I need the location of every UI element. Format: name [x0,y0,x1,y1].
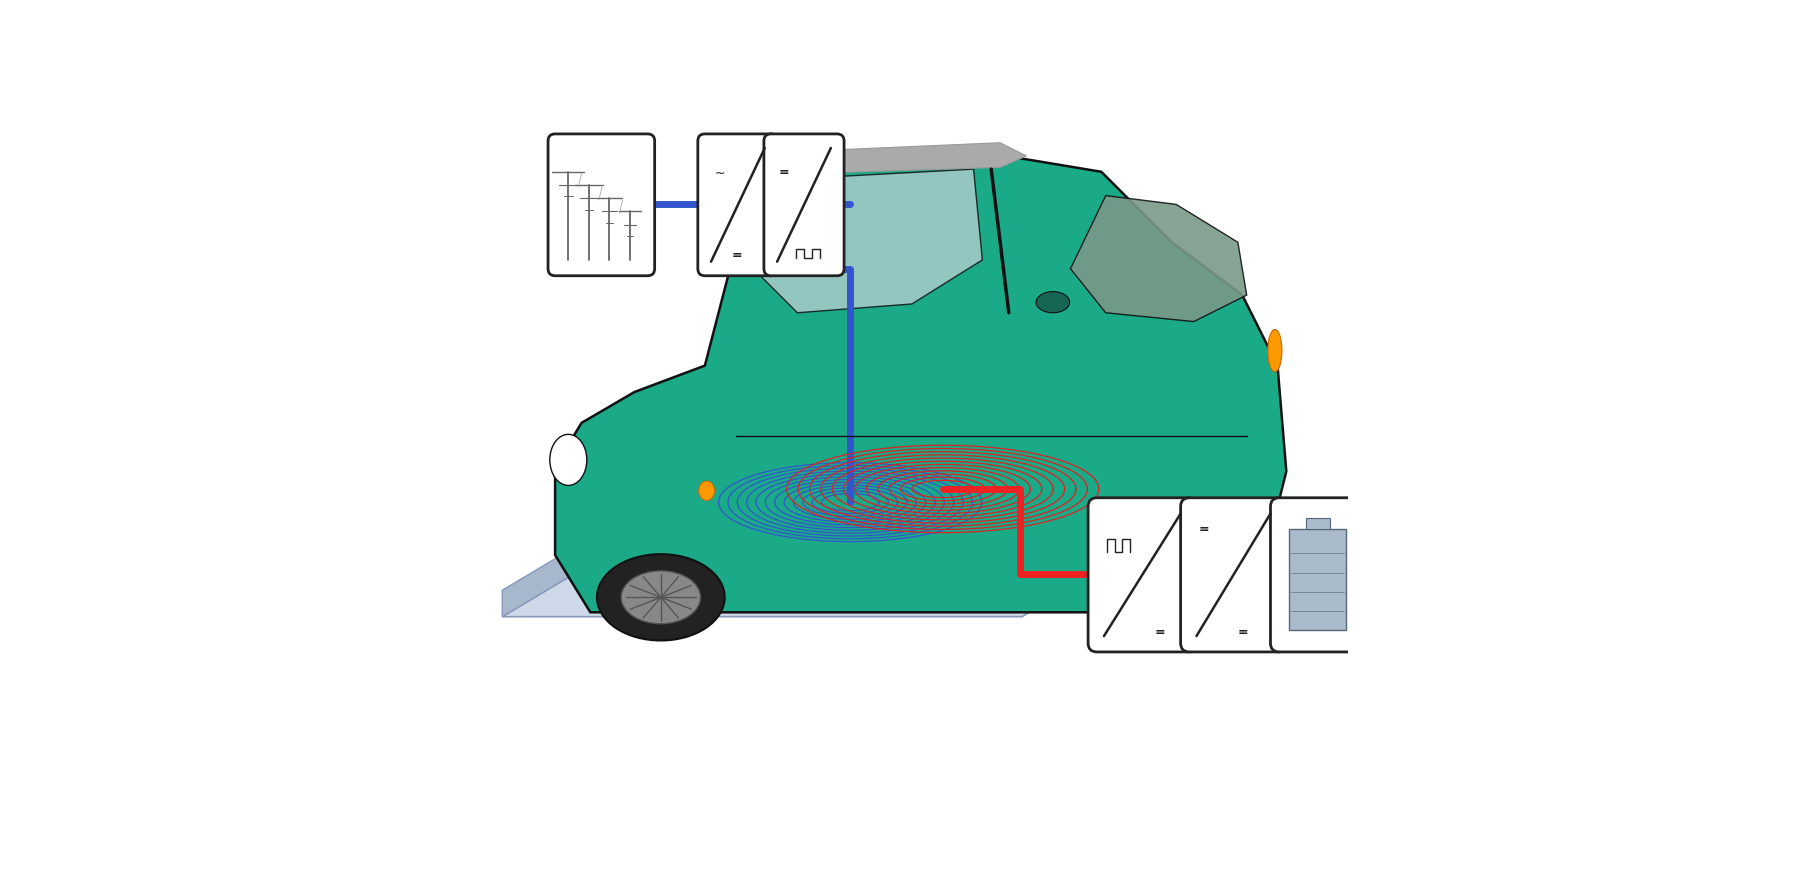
Ellipse shape [550,434,586,485]
FancyBboxPatch shape [1304,518,1330,529]
FancyBboxPatch shape [1179,498,1286,652]
Ellipse shape [1134,579,1141,583]
Polygon shape [502,454,731,617]
Text: =: = [778,167,789,179]
Text: $\sim$: $\sim$ [711,167,726,179]
FancyBboxPatch shape [764,134,844,276]
Text: =: = [1197,523,1208,536]
FancyBboxPatch shape [1288,529,1346,630]
Polygon shape [502,480,1250,617]
Polygon shape [1070,196,1246,322]
Ellipse shape [1156,574,1163,578]
Text: =: = [1154,626,1165,639]
FancyBboxPatch shape [548,134,655,276]
Ellipse shape [1170,587,1177,590]
Ellipse shape [1090,545,1217,632]
Polygon shape [555,154,1286,612]
Ellipse shape [1268,329,1281,372]
Polygon shape [731,454,1250,480]
FancyBboxPatch shape [1270,498,1366,652]
Text: =: = [731,249,742,262]
Ellipse shape [1036,292,1068,313]
Ellipse shape [620,571,700,624]
Ellipse shape [1114,562,1194,615]
Ellipse shape [1134,594,1141,598]
FancyBboxPatch shape [1088,498,1195,652]
FancyBboxPatch shape [697,134,778,276]
Polygon shape [756,143,1027,178]
Ellipse shape [597,554,724,640]
Ellipse shape [1156,599,1163,603]
Ellipse shape [698,481,715,500]
Polygon shape [735,169,981,313]
Text: =: = [1237,626,1248,639]
